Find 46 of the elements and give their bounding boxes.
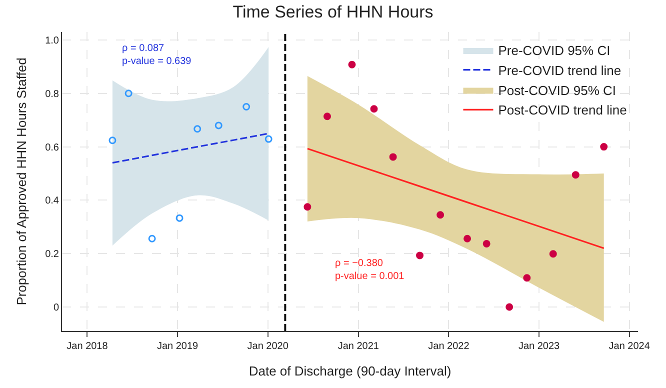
y-axis-title: Proportion of Approved HHN Hours Staffed	[14, 58, 30, 306]
point	[108, 136, 116, 144]
point	[194, 125, 202, 133]
y-tick-label: 0.8	[45, 88, 60, 100]
point	[214, 122, 222, 130]
point	[523, 274, 531, 282]
x-tick-label: Jan 2024	[608, 341, 650, 352]
legend-label: Pre-COVID 95% CI	[498, 43, 610, 58]
point	[148, 234, 156, 242]
point	[348, 60, 356, 68]
point	[176, 214, 184, 222]
x-tick-label: Jan 2023	[518, 341, 560, 352]
point	[264, 135, 272, 143]
point	[242, 103, 250, 110]
chart-title: Time Series of HHN Hours	[232, 2, 434, 22]
line-series	[306, 148, 605, 250]
point	[124, 90, 132, 98]
x-axis-title: Date of Discharge (90-day Interval)	[248, 364, 452, 379]
x-tick-label: Jan 2018	[66, 341, 108, 352]
point	[572, 171, 580, 179]
point	[323, 112, 331, 120]
legend-label: Post-COVID 95% CI	[498, 82, 616, 98]
point	[506, 303, 514, 311]
x-tick-label: Jan 2020	[247, 341, 289, 352]
point	[600, 143, 608, 151]
line-series	[112, 132, 270, 164]
legend-label: Post-COVID trend line	[498, 102, 627, 118]
y-tick-label: 0.4	[45, 196, 60, 207]
point	[304, 203, 312, 211]
point	[389, 153, 397, 161]
point	[464, 234, 472, 242]
y-tick-label: 0	[53, 302, 60, 314]
x-tick-label: Jan 2019	[156, 341, 199, 352]
point	[370, 105, 378, 113]
y-tick-label: 1.0	[45, 36, 60, 47]
point	[416, 252, 424, 260]
x-tick-label: Jan 2021	[338, 341, 380, 352]
point	[482, 240, 490, 248]
x-tick-label: Jan 2022	[428, 341, 470, 352]
legend-label: Pre-COVID trend line	[498, 62, 622, 78]
annotation: ρ = 0.087 p-value = 0.639	[122, 43, 192, 67]
y-tick-label: 0.6	[45, 142, 60, 154]
y-tick-label: 0.2	[45, 249, 60, 260]
point	[549, 250, 557, 258]
annotation: ρ = −0.380 p-value = 0.001	[335, 258, 405, 282]
point	[436, 211, 444, 219]
